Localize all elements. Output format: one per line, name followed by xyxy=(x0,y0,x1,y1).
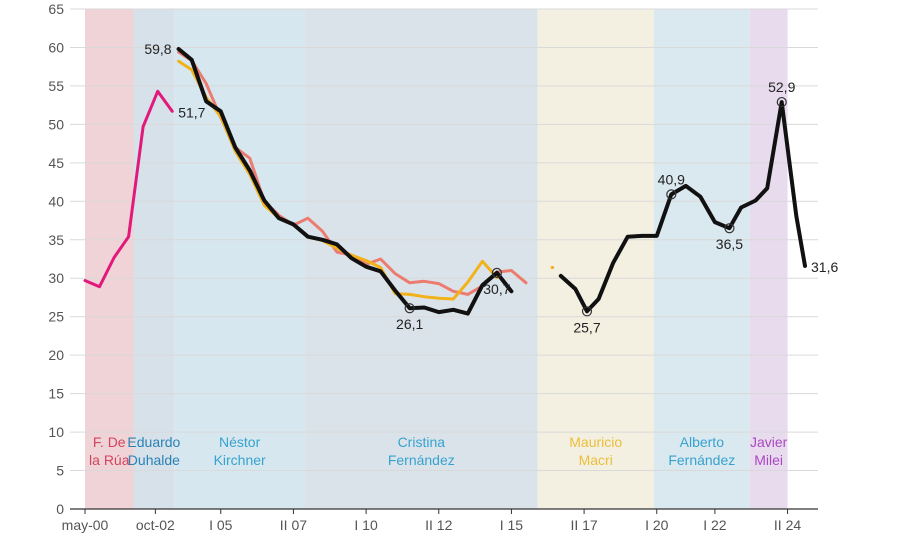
y-tick-label: 15 xyxy=(48,386,64,402)
period-band-0 xyxy=(85,9,134,509)
period-label-6: Javier Milei xyxy=(750,434,788,468)
y-axis-ticks: 0 5 10 15 20 25 30 35 40 45 50 55 60 65 xyxy=(48,1,64,517)
period-band-5 xyxy=(653,9,750,509)
x-axis-ticks: may-00 oct-02 I 05 II 07 I 10 II 12 I 15 II 17 I… xyxy=(62,509,801,533)
data-label: 52,9 xyxy=(768,79,795,95)
y-tick-label: 40 xyxy=(48,193,64,209)
x-tick-label: I 15 xyxy=(500,517,524,533)
data-label: 26,1 xyxy=(396,316,423,332)
data-point-marker xyxy=(776,96,787,108)
period-label-4: Mauricio Macri xyxy=(569,434,622,468)
data-point-marker xyxy=(404,303,415,314)
y-tick-label: 35 xyxy=(48,232,64,248)
data-series xyxy=(83,47,807,316)
x-tick-label: may-00 xyxy=(62,517,109,533)
period-band-6 xyxy=(749,9,788,509)
y-tick-label: 5 xyxy=(56,463,64,479)
x-tick-label: I 22 xyxy=(703,517,727,533)
period-label-0: F. De la Rúa xyxy=(89,434,130,468)
x-tick-label: II 24 xyxy=(774,517,801,533)
data-label: 59,8 xyxy=(144,41,171,57)
period-band-2 xyxy=(174,9,306,509)
data-label: 25,7 xyxy=(573,319,600,335)
y-tick-label: 50 xyxy=(48,116,64,132)
gridlines xyxy=(70,8,818,510)
period-label-2: Néstor Kirchner xyxy=(214,434,266,468)
y-tick-label: 55 xyxy=(48,78,64,94)
y-tick-label: 45 xyxy=(48,155,64,171)
data-label: 40,9 xyxy=(658,171,685,187)
x-tick-label: II 17 xyxy=(570,517,597,533)
y-tick-label: 20 xyxy=(48,347,64,363)
x-tick-label: I 05 xyxy=(209,517,233,533)
period-label-5: Alberto Fernández xyxy=(668,434,735,468)
data-label: 36,5 xyxy=(716,236,743,252)
series-line-magenta xyxy=(83,89,174,289)
y-tick-label: 25 xyxy=(48,309,64,325)
y-tick-label: 0 xyxy=(56,501,64,517)
x-tick-label: I 20 xyxy=(645,517,669,533)
period-band-4 xyxy=(537,9,654,509)
x-tick-label: oct-02 xyxy=(136,517,175,533)
series-line-black-2 xyxy=(558,100,807,314)
data-label: 30,7 xyxy=(483,281,510,297)
period-label-1: Eduardo Duhalde xyxy=(127,434,180,468)
x-tick-label: II 12 xyxy=(425,517,452,533)
y-tick-label: 65 xyxy=(48,1,64,17)
data-annotations: 59,8 51,7 26,1 30,7 25,7 40,9 36,5 52,9 31,6 xyxy=(144,41,838,335)
period-label-3: Cristina Fernández xyxy=(388,434,455,468)
data-point-marker xyxy=(581,306,593,317)
x-tick-label: II 07 xyxy=(280,517,307,533)
x-tick-label: I 10 xyxy=(354,517,378,533)
government-periods xyxy=(85,9,788,509)
period-band-1 xyxy=(133,9,175,509)
y-tick-label: 30 xyxy=(48,270,64,286)
period-band-3 xyxy=(305,9,538,509)
data-label: 51,7 xyxy=(178,104,205,120)
series-line-black xyxy=(176,47,514,316)
y-tick-label: 60 xyxy=(48,39,64,55)
y-tick-label: 10 xyxy=(48,424,64,440)
data-label: 31,6 xyxy=(811,259,838,275)
data-point-marker xyxy=(724,223,735,234)
data-point-marker xyxy=(666,189,677,200)
data-point-marker xyxy=(491,267,502,278)
